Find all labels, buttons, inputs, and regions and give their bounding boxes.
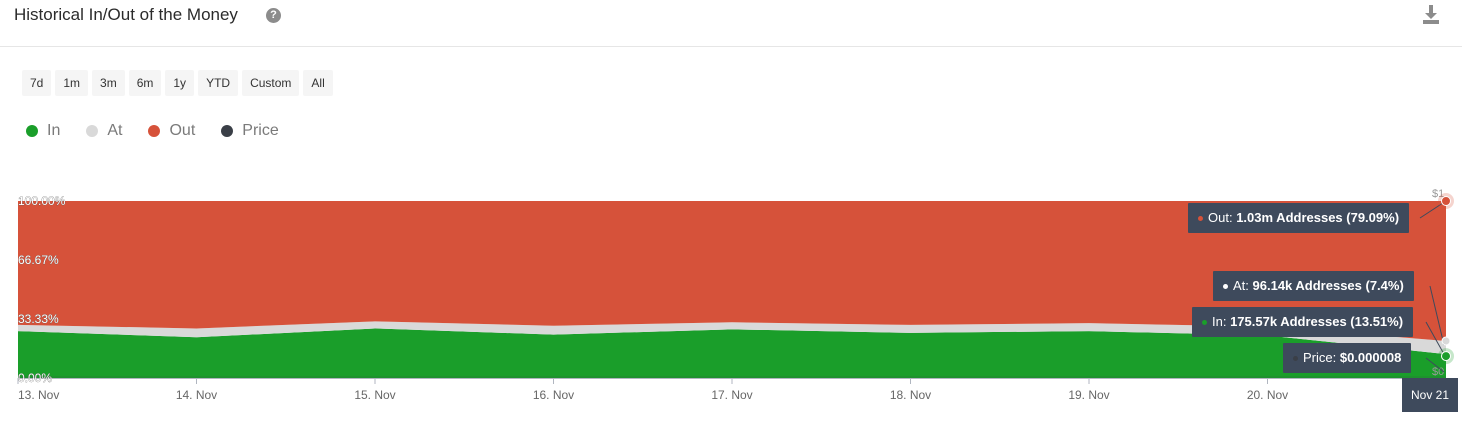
tooltip-out-label: Out: [1208,210,1237,225]
x-tick-label: 17. Nov [711,388,752,402]
tooltip-connector [1419,200,1447,219]
range-ytd-button[interactable]: YTD [198,70,239,96]
hover-marker-in [1441,351,1451,362]
tooltip-out: Out: 1.03m Addresses (79.09%) [1188,203,1410,233]
chart-header: Historical In/Out of the Money ? [0,0,1462,47]
tooltip-connector [1429,285,1445,346]
tooltip-price-value: $0.000008 [1339,350,1402,365]
x-tick-label: 14. Nov [176,388,217,402]
tooltip-in-label: In: [1212,314,1231,329]
legend-item-out[interactable]: Out [148,122,195,140]
x-tick-label: 13. Nov [18,388,59,402]
x-tick-label: 19. Nov [1068,388,1109,402]
legend-dot-out [148,125,161,137]
area-series-in [18,328,1446,378]
crosshair-date-label: Nov 21 [1402,378,1458,412]
x-tick-label: 18. Nov [890,388,931,402]
tooltip-at: At: 96.14k Addresses (7.4%) [1213,271,1414,301]
area-series-out [18,201,1446,341]
hover-marker-at [1441,336,1451,346]
tooltip-connector [1425,321,1445,355]
legend-item-at[interactable]: At [86,122,122,140]
area-series-at [18,321,1446,355]
legend-label-in: In [47,122,61,139]
y-tick-label: 100.00% [18,194,66,208]
legend-dot-price [221,125,234,137]
tooltip-in-value: 175.57k Addresses (13.51%) [1230,314,1404,329]
range-1y-button[interactable]: 1y [165,70,195,96]
chart-legend: In At Out Price [26,122,279,140]
tooltip-at-value: 96.14k Addresses (7.4%) [1252,278,1404,293]
y-tick-label: 0.00% [18,371,52,385]
legend-label-at: At [107,122,123,139]
tooltip-price-label: Price: [1303,350,1340,365]
legend-dot-at [86,125,99,137]
y-tick-label: 33.33% [18,312,59,326]
y-tick-label: 66.67% [18,253,59,267]
help-icon[interactable]: ? [266,8,281,23]
x-tick-label: 16. Nov [533,388,574,402]
tooltip-in: In: 175.57k Addresses (13.51%) [1192,307,1414,337]
range-1m-button[interactable]: 1m [55,70,89,96]
legend-item-price[interactable]: Price [221,122,279,140]
right-axis-label: $0 [1432,366,1444,378]
hover-marker-out [1441,196,1451,206]
range-selector: 7d 1m 3m 6m 1y YTD Custom All [22,70,333,96]
tooltip-connector [1425,357,1445,373]
x-tick-label: 20. Nov [1247,388,1288,402]
chart-title: Historical In/Out of the Money [14,5,238,24]
download-icon[interactable] [1421,4,1441,26]
tooltip-out-value: 1.03m Addresses (79.09%) [1236,210,1400,225]
legend-dot-in [26,125,38,137]
range-custom-button[interactable]: Custom [242,70,300,96]
legend-label-out: Out [169,122,196,139]
range-6m-button[interactable]: 6m [128,70,162,96]
tooltip-price: Price: $0.000008 [1283,343,1412,373]
tooltip-at-label: At: [1233,278,1253,293]
legend-item-in[interactable]: In [26,122,60,140]
x-tick-label: 15. Nov [354,388,395,402]
legend-label-price: Price [242,122,279,139]
right-axis-label: $1 [1432,188,1444,200]
range-all-button[interactable]: All [303,70,333,96]
range-7d-button[interactable]: 7d [22,70,52,96]
range-3m-button[interactable]: 3m [92,70,125,96]
